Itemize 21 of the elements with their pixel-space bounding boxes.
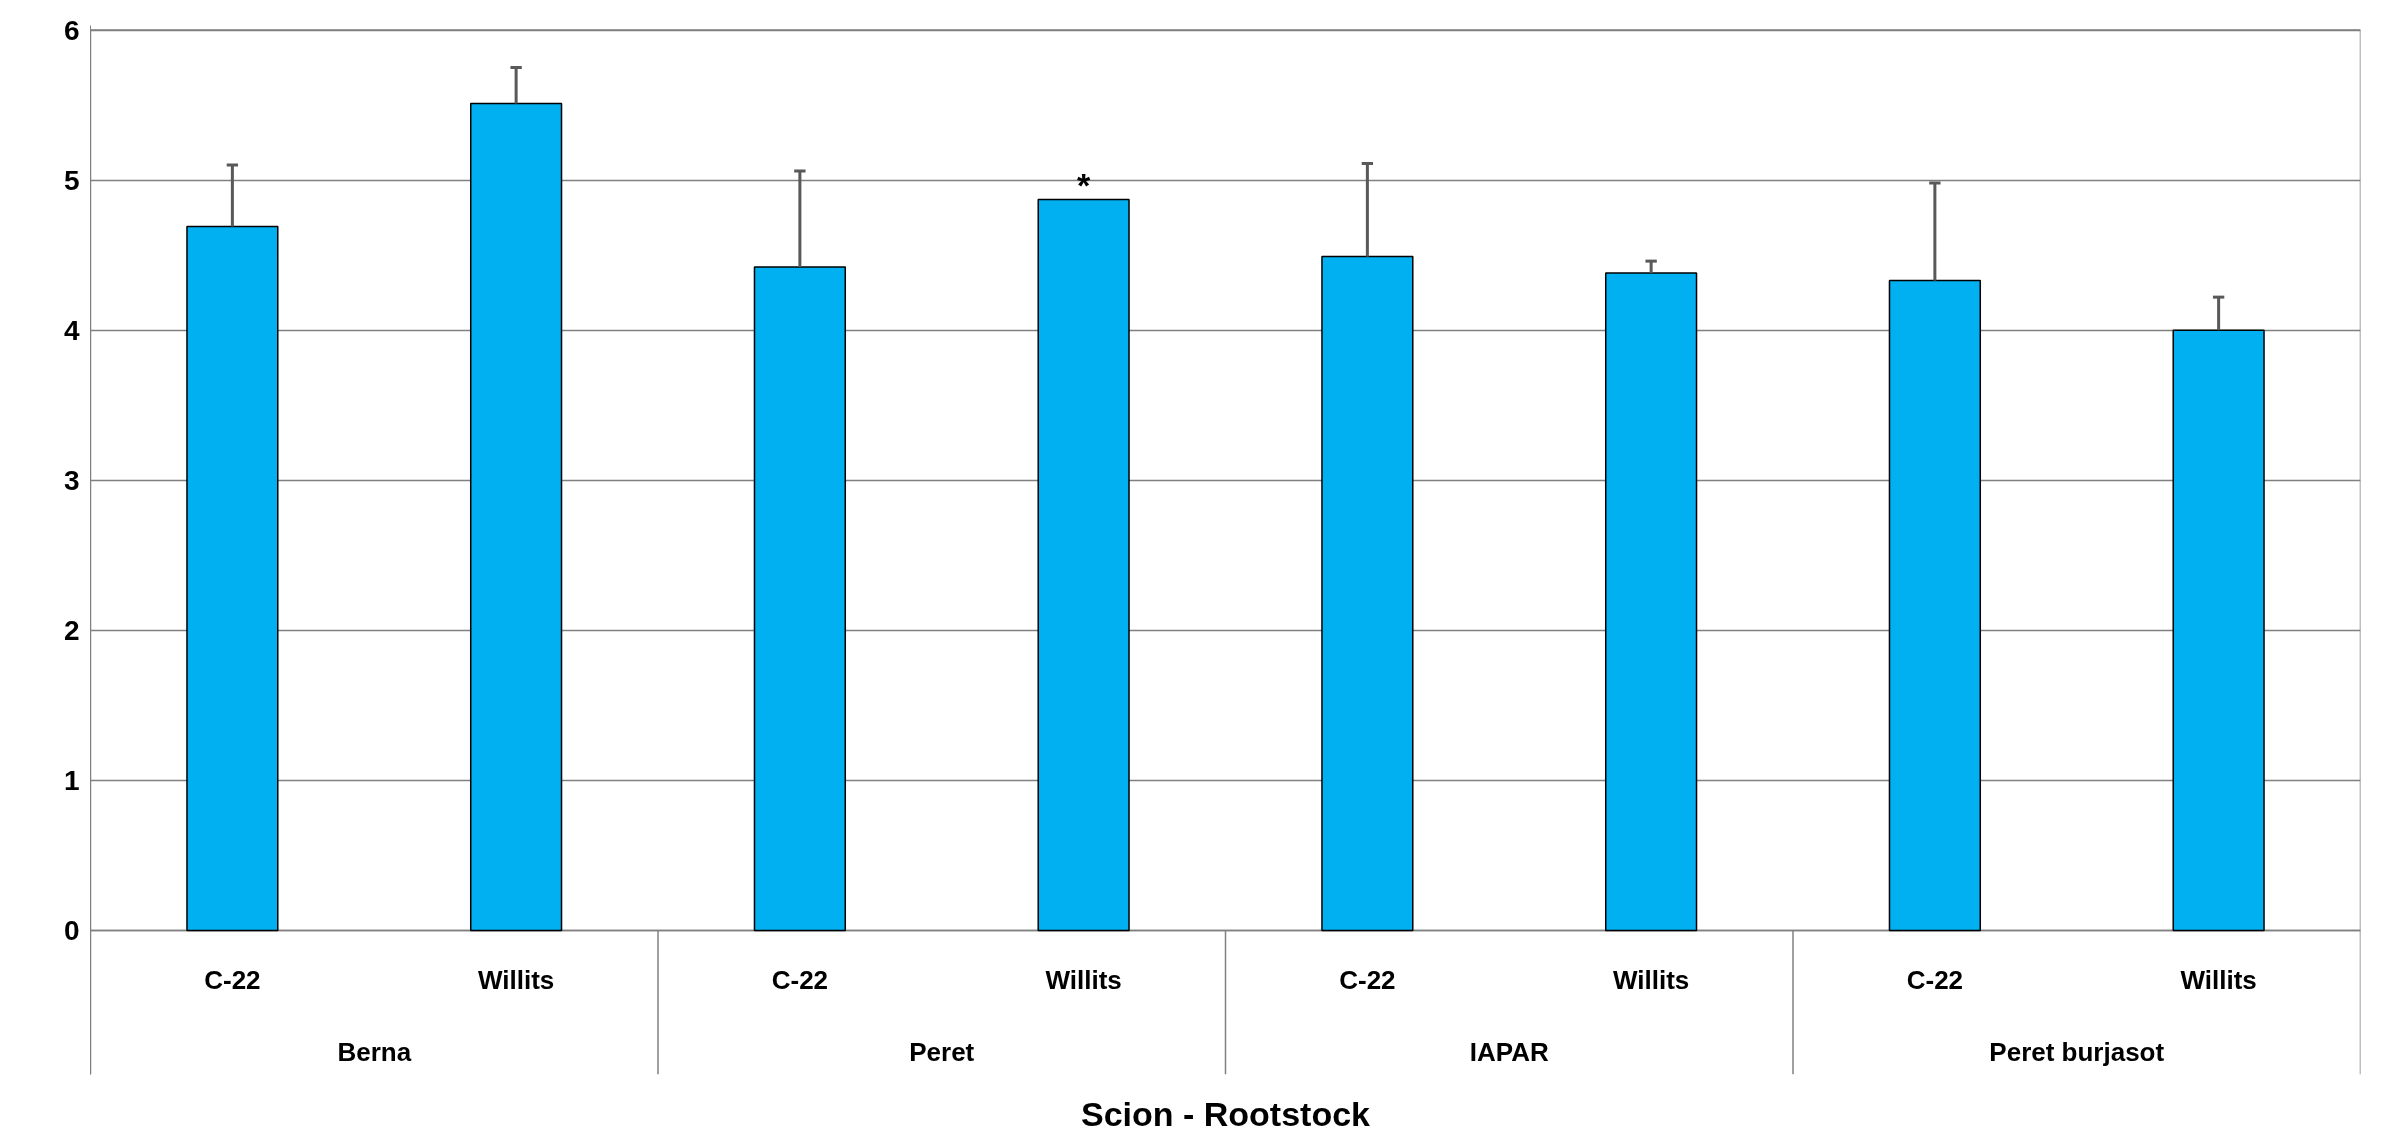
y-tick-label: 3 [63,464,80,496]
y-tick-label: 5 [63,164,80,196]
y-tick-label: 2 [63,614,80,646]
x-tick-label: C-22 [204,964,261,995]
y-tick-label: 0 [63,914,80,946]
y-tick-label: 1 [63,764,80,796]
x-tick-label: Willits [2180,964,2257,995]
x-tick-label: Willits [1045,964,1122,995]
y-tick-label: 4 [63,314,80,346]
y-tick-label: 6 [63,14,80,46]
text: Peret [909,1036,975,1067]
x-tick-label: C-22 [1906,964,1964,995]
x-axis-title: Scion - Rootstock [1080,1094,1371,1133]
x-tick-label: Willits [477,964,555,995]
x-tick-label: C-22 [771,964,829,995]
x-tick-label: Willits [1612,964,1690,995]
text: Peret burjasot [1989,1036,2165,1067]
annotation: * [1077,165,1092,204]
text: IAPAR [1469,1036,1549,1067]
x-tick-label: C-22 [1339,964,1396,995]
text: Berna [337,1036,412,1067]
